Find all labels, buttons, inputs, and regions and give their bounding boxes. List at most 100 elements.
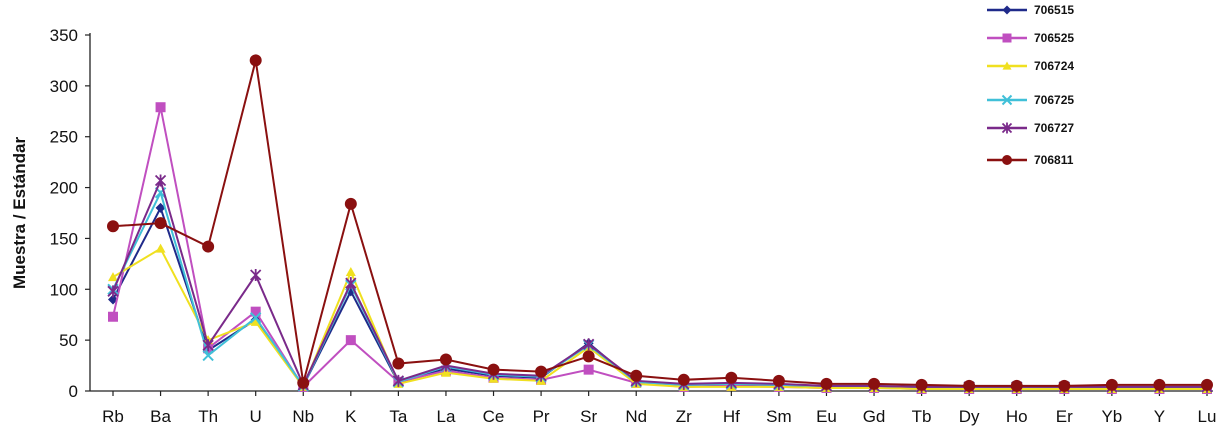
y-tick-label: 0	[69, 382, 78, 401]
data-point	[107, 285, 119, 298]
series-706515	[108, 202, 1212, 393]
data-point	[439, 353, 452, 366]
legend-item-706727: 706727	[987, 121, 1074, 135]
series-layer	[107, 54, 1213, 394]
series-706811	[107, 54, 1213, 392]
x-tick-label: Gd	[863, 407, 886, 426]
data-point	[155, 102, 166, 113]
legend-label: 706727	[1034, 121, 1074, 135]
data-point	[202, 339, 214, 352]
series-line	[112, 205, 1207, 389]
data-point	[630, 369, 643, 382]
y-tick-label: 150	[50, 229, 78, 248]
data-point	[345, 277, 357, 290]
data-point	[582, 350, 595, 363]
data-point	[535, 365, 548, 378]
x-tick-label: Tb	[912, 407, 932, 426]
legend-label: 706525	[1034, 31, 1074, 45]
data-point	[1001, 122, 1013, 134]
data-point	[392, 357, 405, 370]
legend-item-706811: 706811	[987, 153, 1074, 167]
y-tick-label: 300	[50, 77, 78, 96]
x-tick-label: Y	[1154, 407, 1165, 426]
y-axis-title: Muestra / Estándar	[10, 137, 29, 289]
data-point	[1010, 379, 1023, 392]
data-point	[583, 338, 595, 351]
data-point	[1058, 379, 1071, 392]
x-tick-label: Eu	[816, 407, 837, 426]
x-tick-label: Ba	[150, 407, 171, 426]
x-tick-label: Th	[198, 407, 218, 426]
x-tick-label: Sr	[580, 407, 597, 426]
data-point	[155, 202, 166, 213]
x-tick-label: Nb	[292, 407, 314, 426]
x-tick-label: Dy	[959, 407, 980, 426]
x-tick-label: Ho	[1006, 407, 1028, 426]
x-tick-label: Rb	[102, 407, 124, 426]
data-point	[963, 379, 976, 392]
x-tick-label: Sm	[766, 407, 792, 426]
legend-label: 706811	[1034, 153, 1074, 167]
axes-layer: 0 50 100 150 200 250 300 350 Rb Ba Th U Nb K Ta La Ce Pr S…	[50, 26, 1217, 426]
data-point	[202, 240, 215, 253]
series-706727	[107, 174, 1213, 393]
x-tick-label: Hf	[723, 407, 740, 426]
legend-label: 706724	[1034, 59, 1074, 73]
data-point	[202, 349, 214, 362]
x-tick-label: K	[345, 407, 357, 426]
series-line	[112, 247, 1207, 390]
y-tick-label: 350	[50, 26, 78, 45]
data-point	[249, 312, 262, 324]
data-point	[344, 197, 357, 210]
series-706725	[107, 186, 1213, 393]
data-point	[1105, 378, 1118, 391]
data-point	[1002, 155, 1012, 165]
data-point	[392, 374, 405, 387]
data-point	[345, 335, 356, 346]
data-point	[250, 316, 261, 326]
data-point	[1002, 61, 1012, 70]
data-point	[868, 377, 881, 390]
legend-item-706725: 706725	[987, 93, 1074, 107]
data-point	[725, 371, 738, 384]
data-point	[1001, 94, 1013, 106]
data-point	[677, 373, 690, 386]
data-point	[583, 364, 594, 375]
legend: 706515 706525 706724 706725 706727 706811	[987, 3, 1074, 167]
x-tick-label: La	[436, 407, 455, 426]
y-tick-label: 200	[50, 179, 78, 198]
y-tick-label: 50	[59, 331, 78, 350]
data-point	[108, 311, 118, 322]
data-point	[772, 374, 785, 387]
data-point	[155, 243, 166, 253]
y-tick-label: 250	[50, 128, 78, 147]
series-706525	[108, 102, 1212, 394]
data-point	[487, 363, 500, 376]
series-line	[112, 189, 1207, 388]
legend-item-706525: 706525	[987, 31, 1074, 45]
x-tick-label: Pr	[533, 407, 550, 426]
x-tick-label: Nd	[625, 407, 647, 426]
data-point	[250, 306, 261, 317]
x-tick-label: Lu	[1198, 407, 1217, 426]
y-tick-label: 100	[50, 280, 78, 299]
series-line	[112, 177, 1207, 388]
data-point	[154, 217, 167, 230]
data-point	[154, 174, 167, 187]
data-point	[1002, 33, 1012, 43]
data-point	[108, 272, 118, 282]
data-point	[249, 54, 262, 67]
legend-label: 706515	[1034, 3, 1074, 17]
x-tick-label: Zr	[676, 407, 692, 426]
x-tick-label: Ce	[483, 407, 505, 426]
data-point	[1201, 378, 1213, 391]
legend-label: 706725	[1034, 93, 1074, 107]
x-tick-label: U	[250, 407, 262, 426]
legend-item-706724: 706724	[987, 59, 1074, 73]
data-point	[297, 376, 310, 389]
x-tick-label: Ta	[389, 407, 408, 426]
data-point	[915, 378, 928, 391]
x-tick-label: Er	[1056, 407, 1073, 426]
